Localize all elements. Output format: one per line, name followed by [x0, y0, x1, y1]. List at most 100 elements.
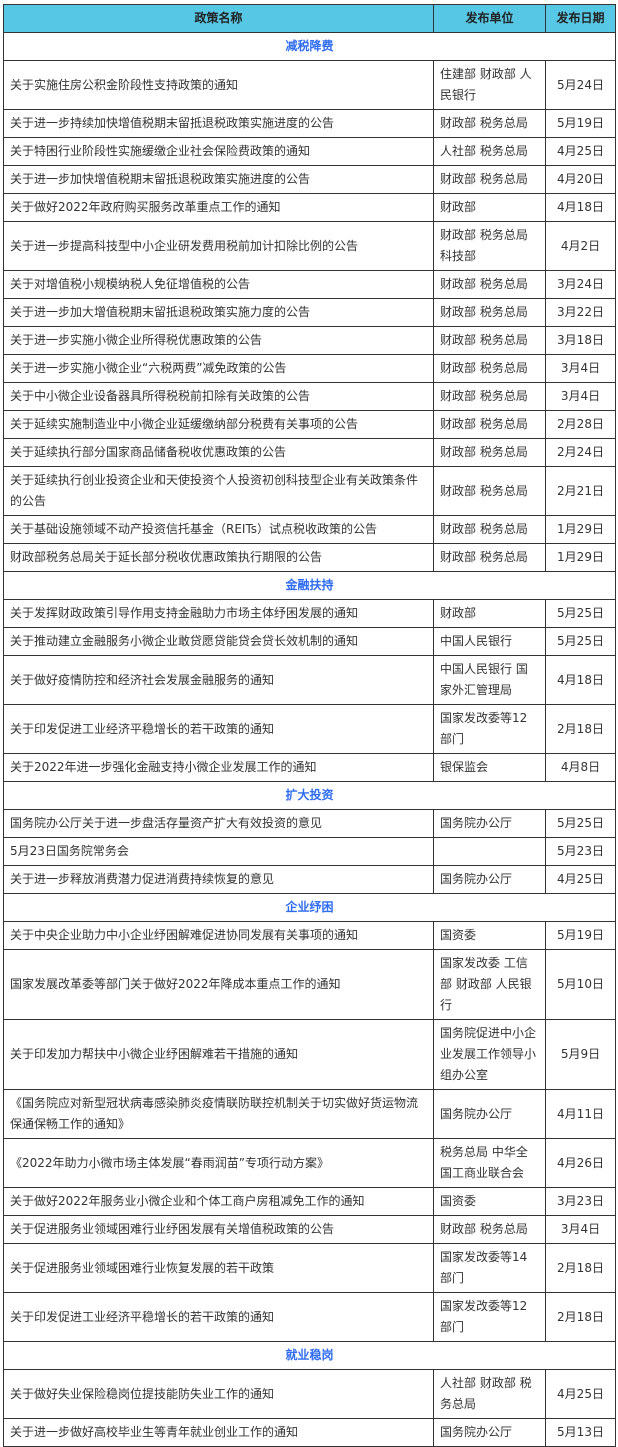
date-cell: 4月18日	[545, 655, 616, 705]
header-row: 政策名称 发布单位 发布日期	[3, 4, 616, 33]
issuer-cell: 国家发改委等14部门	[433, 1243, 546, 1293]
date-cell: 5月25日	[545, 809, 616, 838]
section-row: 就业稳岗	[3, 1341, 616, 1370]
policy-name-cell: 关于印发促进工业经济平稳增长的若干政策的通知	[3, 1292, 434, 1342]
date-cell: 4月11日	[545, 1089, 616, 1139]
date-cell: 3月24日	[545, 270, 616, 299]
policy-name-cell: 关于推动建立金融服务小微企业敢贷愿贷能贷会贷长效机制的通知	[3, 627, 434, 656]
table-row: 5月23日国务院常务会 5月23日	[3, 837, 616, 866]
date-cell: 2月24日	[545, 438, 616, 467]
policy-name-cell: 《国务院应对新型冠状病毒感染肺炎疫情联防联控机制关于切实做好货运物流保通保畅工作…	[3, 1089, 434, 1139]
policy-name-cell: 关于2022年进一步强化金融支持小微企业发展工作的通知	[3, 753, 434, 782]
table-row: 关于推动建立金融服务小微企业敢贷愿贷能贷会贷长效机制的通知 中国人民银行 5月25日	[3, 627, 616, 656]
date-cell: 1月29日	[545, 515, 616, 544]
issuer-cell: 国务院办公厅	[433, 809, 546, 838]
policy-name-cell: 关于促进服务业领域困难行业纾困发展有关增值税政策的公告	[3, 1215, 434, 1244]
issuer-cell: 财政部 税务总局	[433, 515, 546, 544]
date-cell: 4月18日	[545, 193, 616, 222]
table-row: 关于进一步持续加快增值税期末留抵退税政策实施进度的公告 财政部 税务总局 5月19日	[3, 109, 616, 138]
header-issuer: 发布单位	[433, 4, 546, 33]
issuer-cell: 人社部 财政部 税务总局	[433, 1369, 546, 1419]
issuer-cell: 国资委	[433, 921, 546, 950]
issuer-cell: 财政部 税务总局	[433, 298, 546, 327]
date-cell: 2月18日	[545, 704, 616, 754]
issuer-cell: 财政部 税务总局	[433, 466, 546, 516]
issuer-cell: 财政部 税务总局	[433, 410, 546, 439]
table-row: 关于做好2022年服务业小微企业和个体工商户房租减免工作的通知 国资委 3月23日	[3, 1187, 616, 1216]
issuer-cell: 国资委	[433, 1187, 546, 1216]
date-cell: 2月18日	[545, 1292, 616, 1342]
policy-name-cell: 关于进一步加快增值税期末留抵退税政策实施进度的公告	[3, 165, 434, 194]
policy-table: 政策名称 发布单位 发布日期 减税降费 关于实施住房公积金阶段性支持政策的通知 住建…	[3, 4, 616, 1447]
table-row: 关于进一步提高科技型中小企业研发费用税前加计扣除比例的公告 财政部 税务总局 科技…	[3, 221, 616, 271]
date-cell: 3月4日	[545, 1215, 616, 1244]
date-cell: 4月26日	[545, 1138, 616, 1188]
issuer-cell: 人社部 税务总局	[433, 137, 546, 166]
table-row: 关于进一步加大增值税期末留抵退税政策实施力度的公告 财政部 税务总局 3月22日	[3, 298, 616, 327]
policy-name-cell: 国务院办公厅关于进一步盘活存量资产扩大有效投资的意见	[3, 809, 434, 838]
issuer-cell: 国家发改委等12部门	[433, 704, 546, 754]
date-cell: 5月13日	[545, 1418, 616, 1447]
table-row: 关于印发促进工业经济平稳增长的若干政策的通知 国家发改委等12部门 2月18日	[3, 704, 616, 754]
date-cell: 3月4日	[545, 354, 616, 383]
table-row: 财政部税务总局关于延长部分税收优惠政策执行期限的公告 财政部 税务总局 1月29日	[3, 543, 616, 572]
issuer-cell: 国务院办公厅	[433, 1418, 546, 1447]
policy-name-cell: 关于延续执行创业投资企业和天使投资个人投资初创科技型企业有关政策条件的公告	[3, 466, 434, 516]
table-row: 关于基础设施领域不动产投资信托基金（REITs）试点税收政策的公告 财政部 税务总…	[3, 515, 616, 544]
policy-name-cell: 关于做好2022年服务业小微企业和个体工商户房租减免工作的通知	[3, 1187, 434, 1216]
policy-name-cell: 关于进一步加大增值税期末留抵退税政策实施力度的公告	[3, 298, 434, 327]
table-row: 国务院办公厅关于进一步盘活存量资产扩大有效投资的意见 国务院办公厅 5月25日	[3, 809, 616, 838]
table-row: 关于印发促进工业经济平稳增长的若干政策的通知 国家发改委等12部门 2月18日	[3, 1292, 616, 1342]
header-date: 发布日期	[545, 4, 616, 33]
policy-name-cell: 关于促进服务业领域困难行业恢复发展的若干政策	[3, 1243, 434, 1293]
issuer-cell: 中国人民银行	[433, 627, 546, 656]
issuer-cell: 财政部 税务总局	[433, 543, 546, 572]
table-row: 关于延续实施制造业中小微企业延缓缴纳部分税费有关事项的公告 财政部 税务总局 2月2…	[3, 410, 616, 439]
policy-name-cell: 财政部税务总局关于延长部分税收优惠政策执行期限的公告	[3, 543, 434, 572]
table-row: 关于印发加力帮扶中小微企业纾困解难若干措施的通知 国务院促进中小企业发展工作领导小…	[3, 1019, 616, 1090]
table-row: 《国务院应对新型冠状病毒感染肺炎疫情联防联控机制关于切实做好货运物流保通保畅工作…	[3, 1089, 616, 1139]
date-cell: 5月19日	[545, 109, 616, 138]
table-row: 关于发挥财政政策引导作用支持金融助力市场主体纾困发展的通知 财政部 5月25日	[3, 599, 616, 628]
policy-name-cell: 关于延续实施制造业中小微企业延缓缴纳部分税费有关事项的公告	[3, 410, 434, 439]
issuer-cell: 财政部 税务总局 科技部	[433, 221, 546, 271]
table-row: 关于进一步实施小微企业所得税优惠政策的公告 财政部 税务总局 3月18日	[3, 326, 616, 355]
date-cell: 4月25日	[545, 865, 616, 894]
table-row: 关于做好2022年政府购买服务改革重点工作的通知 财政部 4月18日	[3, 193, 616, 222]
issuer-cell: 财政部	[433, 599, 546, 628]
policy-name-cell: 关于印发促进工业经济平稳增长的若干政策的通知	[3, 704, 434, 754]
date-cell: 3月4日	[545, 382, 616, 411]
table-row: 《2022年助力小微市场主体发展“春雨润苗”专项行动方案》 税务总局 中华全国工商…	[3, 1138, 616, 1188]
table-row: 关于中小微企业设备器具所得税税前扣除有关政策的公告 财政部 税务总局 3月4日	[3, 382, 616, 411]
issuer-cell: 财政部 税务总局	[433, 270, 546, 299]
section-title: 企业纾困	[3, 893, 616, 922]
date-cell: 4月2日	[545, 221, 616, 271]
issuer-cell: 财政部 税务总局	[433, 326, 546, 355]
date-cell: 5月23日	[545, 837, 616, 866]
policy-name-cell: 关于进一步提高科技型中小企业研发费用税前加计扣除比例的公告	[3, 221, 434, 271]
policy-name-cell: 《2022年助力小微市场主体发展“春雨润苗”专项行动方案》	[3, 1138, 434, 1188]
table-row: 关于进一步释放消费潜力促进消费持续恢复的意见 国务院办公厅 4月25日	[3, 865, 616, 894]
policy-name-cell: 关于做好失业保险稳岗位提技能防失业工作的通知	[3, 1369, 434, 1419]
policy-name-cell: 关于特困行业阶段性实施缓缴企业社会保险费政策的通知	[3, 137, 434, 166]
issuer-cell	[433, 837, 546, 866]
table-row: 关于延续执行创业投资企业和天使投资个人投资初创科技型企业有关政策条件的公告 财政部…	[3, 466, 616, 516]
table-row: 关于延续执行部分国家商品储备税收优惠政策的公告 财政部 税务总局 2月24日	[3, 438, 616, 467]
policy-name-cell: 关于印发加力帮扶中小微企业纾困解难若干措施的通知	[3, 1019, 434, 1090]
date-cell: 5月19日	[545, 921, 616, 950]
section-row: 扩大投资	[3, 781, 616, 810]
section-row: 企业纾困	[3, 893, 616, 922]
issuer-cell: 国务院促进中小企业发展工作领导小组办公室	[433, 1019, 546, 1090]
date-cell: 4月20日	[545, 165, 616, 194]
header-policy-name: 政策名称	[3, 4, 434, 33]
policy-name-cell: 国家发展改革委等部门关于做好2022年降成本重点工作的通知	[3, 949, 434, 1020]
date-cell: 5月9日	[545, 1019, 616, 1090]
section-title: 金融扶持	[3, 571, 616, 600]
table-row: 关于2022年进一步强化金融支持小微企业发展工作的通知 银保监会 4月8日	[3, 753, 616, 782]
date-cell: 3月23日	[545, 1187, 616, 1216]
policy-name-cell: 关于做好2022年政府购买服务改革重点工作的通知	[3, 193, 434, 222]
issuer-cell: 国家发改委等12部门	[433, 1292, 546, 1342]
section-title: 扩大投资	[3, 781, 616, 810]
table-row: 关于进一步做好高校毕业生等青年就业创业工作的通知 国务院办公厅 5月13日	[3, 1418, 616, 1447]
table-row: 关于对增值税小规模纳税人免征增值税的公告 财政部 税务总局 3月24日	[3, 270, 616, 299]
